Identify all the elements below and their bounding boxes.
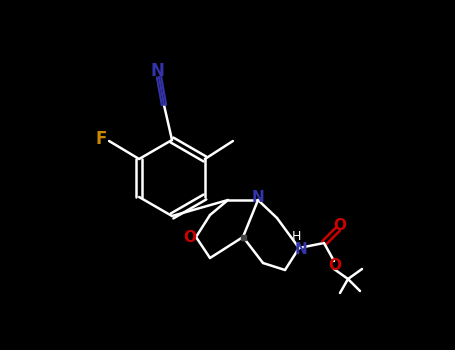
Bar [241, 234, 246, 239]
Text: O: O [334, 217, 347, 232]
Text: N: N [252, 189, 264, 204]
Text: F: F [96, 130, 107, 148]
Text: O: O [329, 259, 342, 273]
Text: N: N [150, 62, 164, 80]
Text: H: H [291, 230, 301, 243]
Text: O: O [183, 230, 197, 245]
Text: N: N [295, 243, 308, 258]
